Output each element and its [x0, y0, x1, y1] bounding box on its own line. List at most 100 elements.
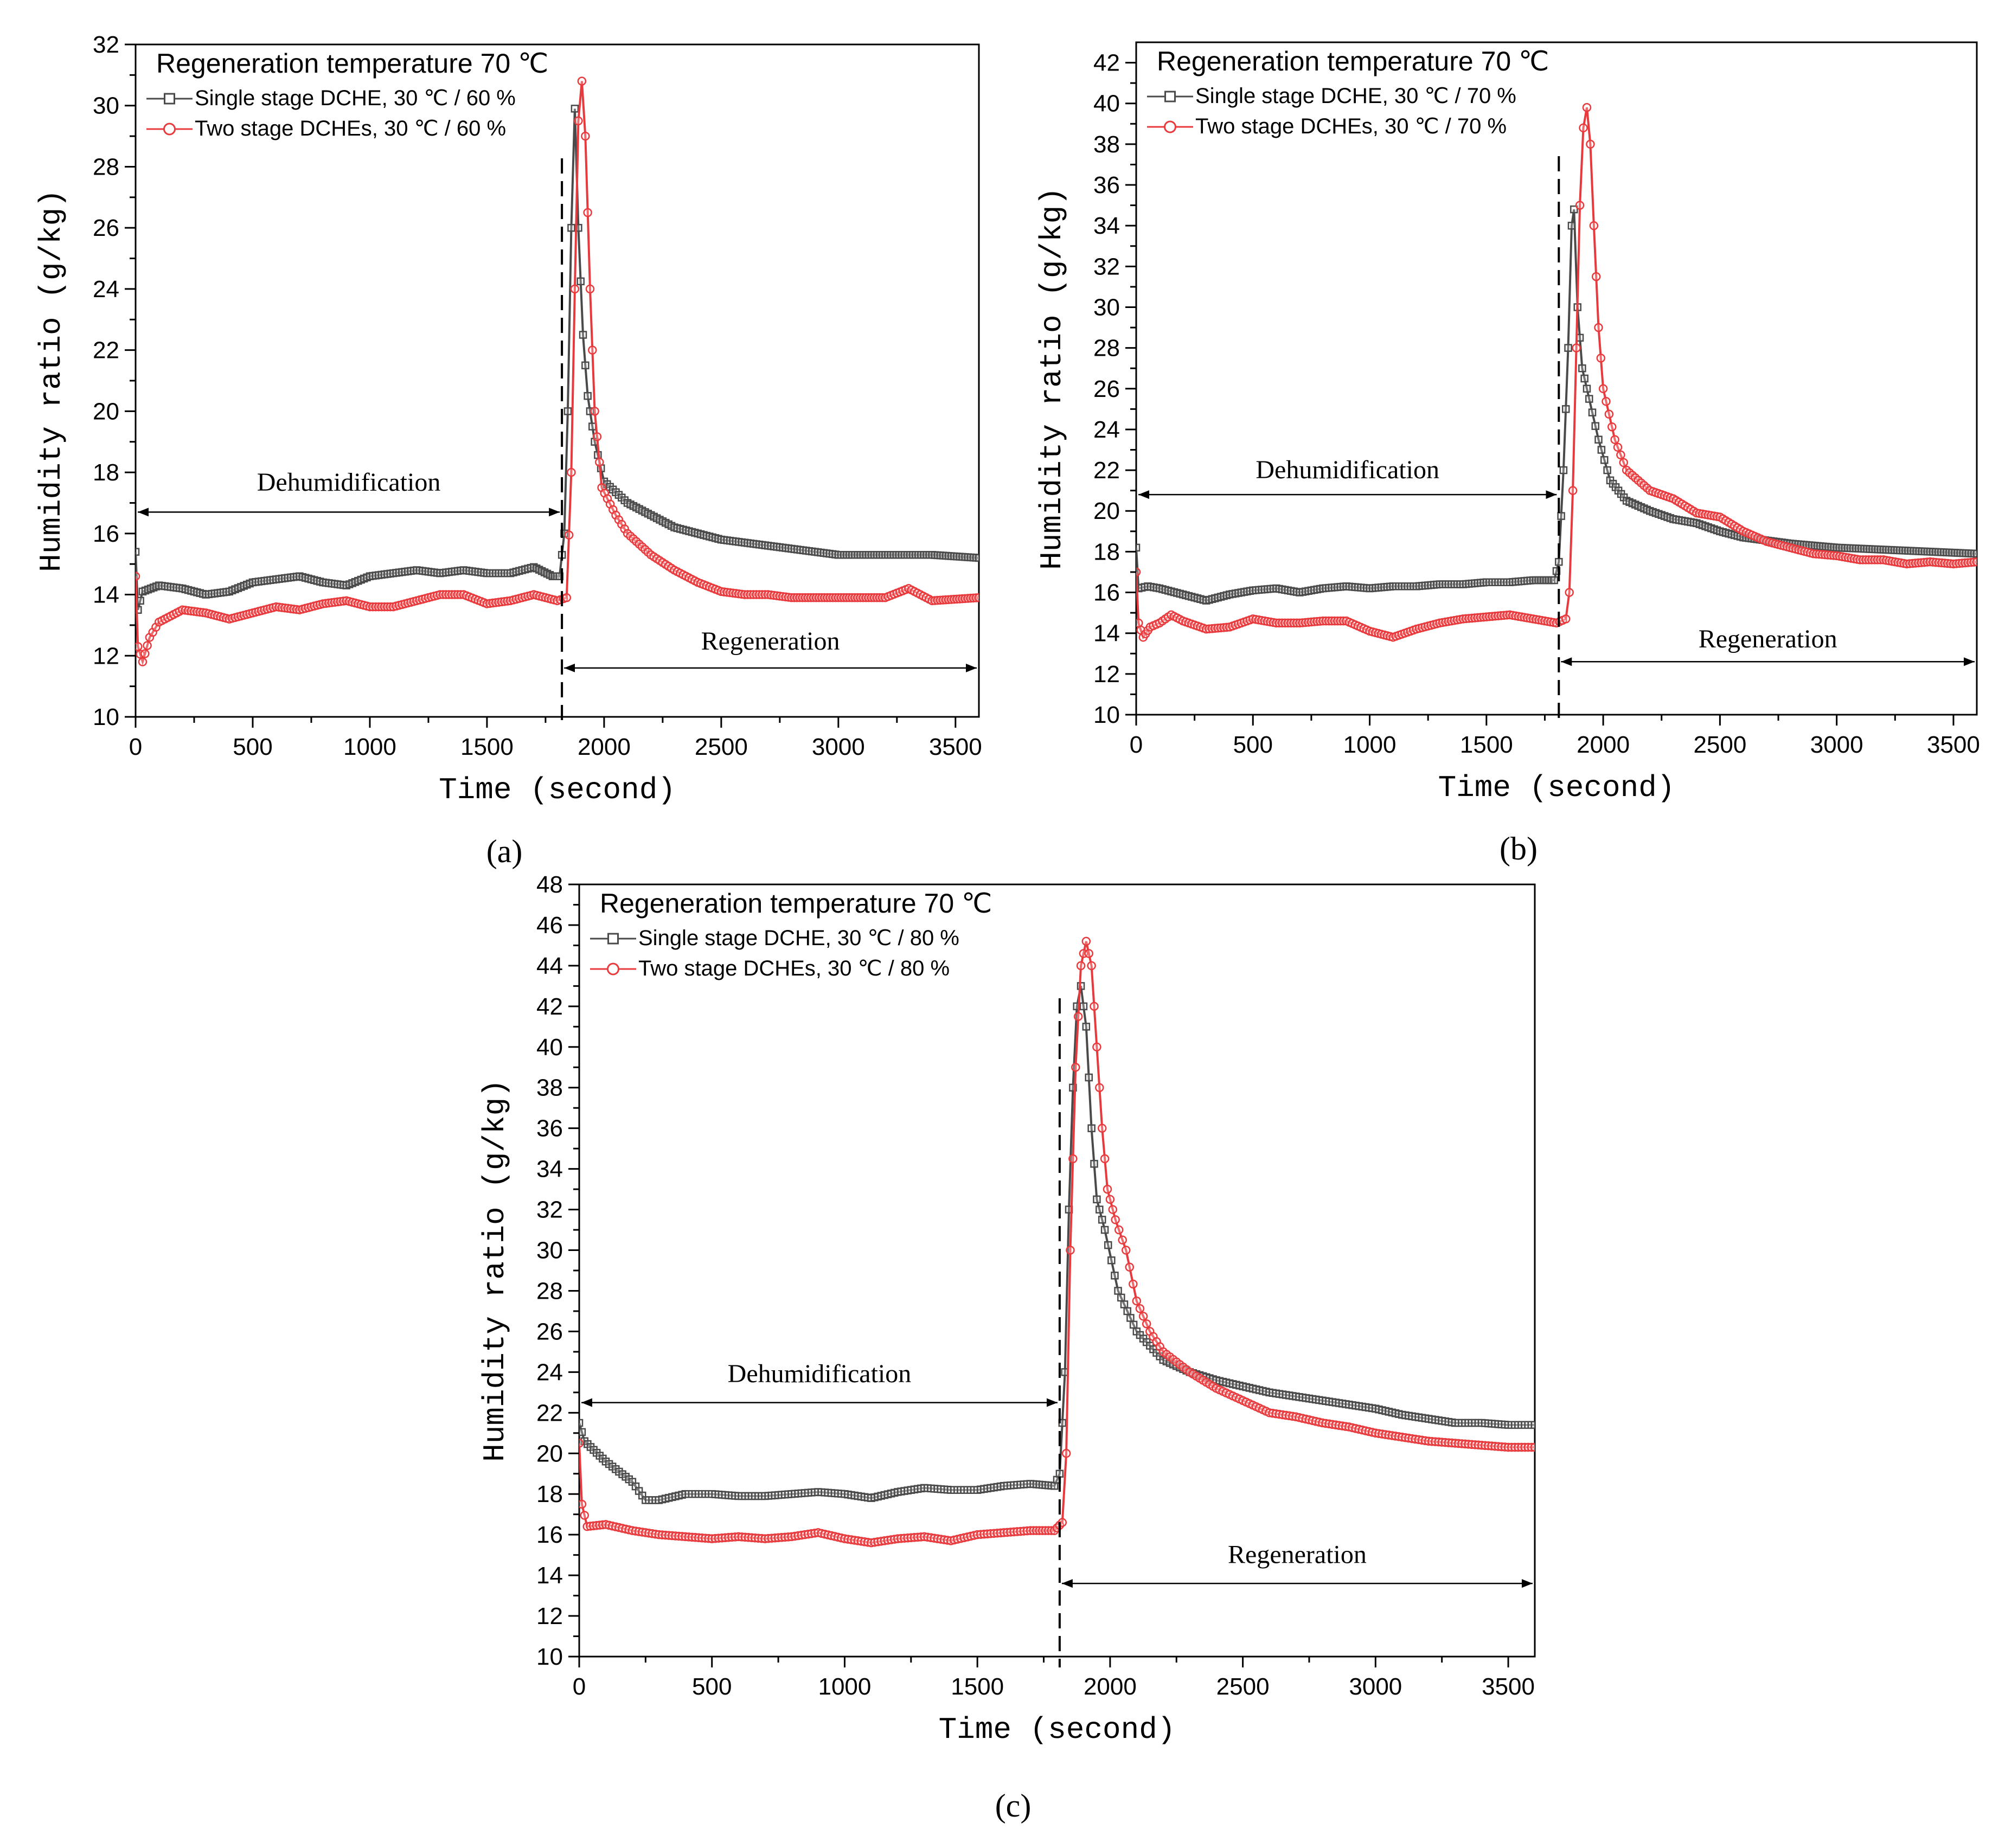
- data-point-square: [1129, 1320, 1138, 1329]
- data-point-circle: [1118, 1235, 1127, 1245]
- y-tick-label: 28: [93, 153, 119, 180]
- x-tick-label: 2500: [695, 734, 748, 760]
- y-tick-label: 26: [536, 1318, 563, 1345]
- data-point-circle: [1613, 442, 1623, 452]
- y-tick-label: 10: [1093, 702, 1120, 728]
- chart-c: 10 12 14 16 18 20 22 24 26 28 30 32 34 36 38 40 42 44 46 48…: [478, 871, 1536, 1824]
- data-point-square: [1972, 549, 1977, 558]
- data-point-square: [1588, 408, 1597, 416]
- legend-marker-circle: [1164, 120, 1176, 133]
- y-axis-title: Humidity ratio (g/kg): [1035, 187, 1069, 570]
- data-point-circle: [1135, 1304, 1145, 1313]
- data-point-square: [1055, 1470, 1064, 1478]
- data-point-square: [1597, 446, 1606, 454]
- data-point-circle: [1572, 343, 1581, 352]
- y-tick-label: 32: [93, 31, 119, 58]
- data-point-circle: [1142, 1319, 1151, 1329]
- chart-a: 10 12 14 16 18 20 22 24 26 28 30 32 0 500 1000 1500 2000…: [34, 31, 982, 869]
- legend-marker-square: [1164, 91, 1176, 102]
- x-tick-label: 1000: [1343, 732, 1397, 758]
- data-point-circle: [1591, 272, 1601, 281]
- y-tick-label: 26: [93, 215, 119, 241]
- data-point-circle: [1972, 557, 1977, 567]
- data-point-square: [1564, 344, 1572, 352]
- x-tick-label: 2000: [578, 734, 631, 760]
- data-point-circle: [1616, 450, 1625, 460]
- x-tick-label: 500: [1233, 732, 1273, 758]
- data-point-circle: [620, 524, 629, 534]
- data-point-circle: [143, 641, 152, 650]
- data-point-square: [1117, 1293, 1125, 1302]
- y-tick-label: 18: [1093, 538, 1120, 565]
- series-line: [579, 986, 1535, 1502]
- data-point-square: [576, 277, 585, 286]
- plot-frame: [134, 43, 980, 718]
- chart-b: 10 12 14 16 18 20 22 24 26 28 30 32 34 36 38 40 42 0 500 10…: [1035, 41, 1980, 867]
- data-point-circle: [1087, 961, 1096, 971]
- series-line: [136, 108, 979, 611]
- dehumidification-label: Dehumidification: [257, 468, 441, 497]
- y-tick-label: 26: [1093, 376, 1120, 402]
- data-point-circle: [614, 515, 624, 524]
- x-tick-label: 3000: [812, 734, 865, 760]
- x-tick-label: 3500: [929, 734, 982, 760]
- data-point-circle: [1100, 1154, 1110, 1164]
- data-point-circle: [138, 657, 148, 666]
- data-point-circle: [1138, 1312, 1148, 1321]
- x-tick-label: 1500: [951, 1673, 1004, 1700]
- series-layer: [1136, 102, 1977, 642]
- legend-marker-square: [607, 933, 619, 945]
- data-point-square: [1580, 374, 1588, 383]
- data-point-square: [1530, 1421, 1535, 1429]
- x-tick-label: 1000: [818, 1673, 871, 1700]
- data-point-circle: [1132, 1296, 1142, 1306]
- y-tick-label: 14: [1093, 620, 1120, 647]
- data-point-circle: [1041, 1526, 1050, 1535]
- data-point-circle: [1043, 1526, 1053, 1535]
- y-tick-label: 36: [1093, 172, 1120, 198]
- x-tick-label: 1500: [460, 734, 514, 760]
- data-point-square: [579, 331, 587, 339]
- y-tick-label: 44: [536, 953, 563, 979]
- panel-label: (a): [486, 833, 523, 869]
- data-point-square: [136, 596, 144, 605]
- x-tick-label: 2500: [1216, 1673, 1270, 1700]
- y-tick-label: 10: [93, 704, 119, 730]
- x-tick-label: 3500: [1927, 732, 1980, 758]
- y-tick-label: 40: [1093, 91, 1120, 117]
- data-point-circle: [1090, 1002, 1099, 1011]
- y-tick-label: 16: [536, 1522, 563, 1548]
- data-point-square: [1085, 1073, 1093, 1082]
- data-point-circle: [580, 1511, 590, 1520]
- x-tick-label: 2000: [1084, 1673, 1137, 1700]
- regeneration-label: Regeneration: [1699, 625, 1837, 653]
- y-tick-label: 34: [536, 1156, 563, 1183]
- data-point-square: [975, 554, 979, 562]
- data-point-square: [1126, 1314, 1135, 1322]
- y-tick-label: 14: [536, 1562, 563, 1589]
- data-point-circle: [592, 432, 602, 441]
- data-point-square: [1104, 1241, 1112, 1249]
- y-tick-label: 24: [1093, 416, 1120, 443]
- y-tick-label: 30: [536, 1237, 563, 1264]
- data-point-circle: [579, 1499, 587, 1509]
- series-two-stage: [1136, 102, 1977, 642]
- data-point-circle: [1037, 1526, 1047, 1535]
- data-point-square: [136, 606, 142, 614]
- series-single-stage: [136, 105, 979, 614]
- data-point-circle: [1103, 1184, 1112, 1194]
- data-point-square: [1550, 576, 1558, 585]
- data-point-circle: [1068, 1154, 1078, 1164]
- y-tick-label: 16: [1093, 580, 1120, 606]
- data-point-circle: [974, 593, 979, 602]
- data-point-circle: [136, 572, 140, 581]
- data-point-square: [1591, 422, 1600, 430]
- y-tick-label: 24: [93, 276, 119, 303]
- y-axis-title: Humidity ratio (g/kg): [478, 1079, 513, 1462]
- data-point-circle: [1105, 1195, 1115, 1204]
- y-tick-label: 38: [536, 1075, 563, 1101]
- x-tick-label: 0: [573, 1673, 586, 1700]
- data-point-circle: [583, 208, 592, 217]
- data-point-circle: [1582, 102, 1592, 112]
